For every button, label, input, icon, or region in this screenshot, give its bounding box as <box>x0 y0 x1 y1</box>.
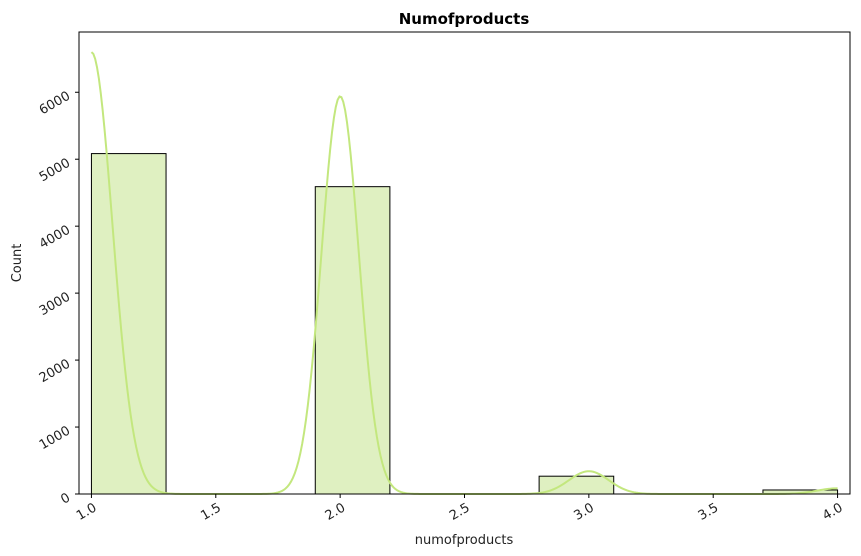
x-tick-label: 2.0 <box>323 500 348 523</box>
x-tick-label: 1.5 <box>198 500 223 523</box>
bars-group <box>90 153 839 495</box>
plot-frame <box>78 31 851 495</box>
x-tick-label: 3.5 <box>696 500 721 523</box>
y-tick-label: 3000 <box>37 290 73 320</box>
x-tick-label: 1.0 <box>74 500 99 523</box>
y-tick-label: 2000 <box>37 357 73 387</box>
kde-curve <box>90 51 838 495</box>
y-tick-label: 6000 <box>37 89 73 119</box>
chart-title: Numofproducts <box>399 10 530 28</box>
y-tick-label: 0 <box>58 490 73 507</box>
y-tick-label: 4000 <box>37 223 73 253</box>
x-tick-label: 2.5 <box>447 500 472 523</box>
x-tick-label: 4.0 <box>820 500 845 523</box>
y-tick-label: 5000 <box>37 156 73 186</box>
y-axis-label: Count <box>10 244 25 283</box>
x-axis: 1.0 1.5 2.0 2.5 3.0 3.5 4.0 <box>74 494 846 524</box>
histogram-bar-1 <box>90 153 167 495</box>
y-axis: 0 1000 2000 3000 4000 5000 6000 <box>37 89 79 508</box>
x-tick-label: 3.0 <box>571 500 596 523</box>
y-tick-label: 1000 <box>37 424 73 454</box>
x-axis-label: numofproducts <box>415 533 514 548</box>
